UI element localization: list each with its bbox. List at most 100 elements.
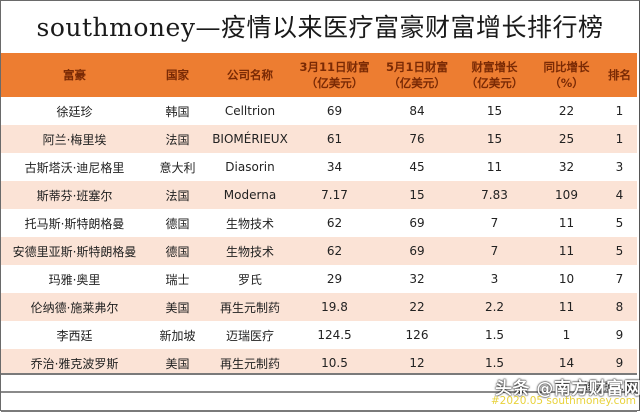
table-row: 乔治·雅克波罗斯 美国 再生元制药 10.5 12 1.5 14 9	[1, 349, 637, 377]
cell-rank: 8	[602, 293, 637, 321]
cell-wealth-growth: 11	[458, 153, 531, 181]
column-header-wealth-may1: 5月1日财富 （亿美元）	[376, 53, 458, 97]
cell-wealth-growth: 1.5	[458, 349, 531, 377]
cell-rank: 1	[602, 125, 637, 153]
cell-growth-pct: 11	[531, 209, 602, 237]
table-row: 阿兰·梅里埃 法国 BIOMÉRIEUX 61 76 15 25 1	[1, 125, 637, 153]
cell-rich-person: 安德里亚斯·斯特朗格曼	[1, 237, 148, 265]
cell-company: 迈瑞医疗	[207, 321, 293, 349]
cell-rich-person: 斯蒂芬·班塞尔	[1, 181, 148, 209]
cell-rich-person: 乔治·雅克波罗斯	[1, 349, 148, 377]
cell-company: Celltrion	[207, 97, 293, 125]
cell-rank: 3	[602, 153, 637, 181]
footer-row-1	[1, 373, 637, 393]
cell-growth-pct: 10	[531, 265, 602, 293]
watermark: 头条 @南方财富网	[495, 379, 640, 399]
column-header-line1: 同比增长	[543, 60, 590, 74]
column-header-line1: 5月1日财富	[385, 60, 448, 74]
column-header-rank: 排名	[602, 53, 637, 97]
column-header-wealth-growth: 财富增长 （亿美元）	[458, 53, 531, 97]
cell-wealth-mar11: 61	[293, 125, 376, 153]
column-header-country: 国家	[148, 53, 207, 97]
cell-rank: 4	[602, 181, 637, 209]
column-header-line1: 富豪	[63, 68, 86, 82]
cell-wealth-mar11: 124.5	[293, 321, 376, 349]
cell-wealth-may1: 69	[376, 209, 458, 237]
cell-growth-pct: 1	[531, 321, 602, 349]
cell-wealth-may1: 84	[376, 97, 458, 125]
cell-company: Moderna	[207, 181, 293, 209]
table-row: 古斯塔沃·迪尼格里 意大利 Diasorin 34 45 11 32 3	[1, 153, 637, 181]
cell-wealth-may1: 76	[376, 125, 458, 153]
cell-wealth-growth: 7	[458, 209, 531, 237]
cell-rank: 9	[602, 321, 637, 349]
cell-wealth-mar11: 62	[293, 237, 376, 265]
cell-wealth-growth: 2.2	[458, 293, 531, 321]
table-row: 伦纳德·施莱弗尔 美国 再生元制药 19.8 22 2.2 11 8	[1, 293, 637, 321]
cell-country: 法国	[148, 181, 207, 209]
table-row: 托马斯·斯特朗格曼 德国 生物技术 62 69 7 11 5	[1, 209, 637, 237]
cell-rich-person: 徐廷珍	[1, 97, 148, 125]
column-header-line2: （亿美元）	[305, 76, 364, 90]
table-row: 安德里亚斯·斯特朗格曼 德国 生物技术 62 69 7 11 5	[1, 237, 637, 265]
column-header-line2: （亿美元）	[388, 76, 446, 90]
cell-company: 再生元制药	[207, 293, 293, 321]
column-header-rich-person: 富豪	[1, 53, 148, 97]
cell-company: 生物技术	[207, 237, 293, 265]
cell-wealth-may1: 45	[376, 153, 458, 181]
column-header-company: 公司名称	[207, 53, 293, 97]
table-row: 玛雅·奥里 瑞士 罗氏 29 32 3 10 7	[1, 265, 637, 293]
cell-wealth-mar11: 69	[293, 97, 376, 125]
cell-rank: 9	[602, 349, 637, 377]
cell-country: 德国	[148, 209, 207, 237]
cell-country: 瑞士	[148, 265, 207, 293]
page-title: southmoney—疫情以来医疗富豪财富增长排行榜	[36, 12, 604, 42]
table-row: 徐廷珍 韩国 Celltrion 69 84 15 22 1	[1, 97, 637, 125]
table-row: 斯蒂芬·班塞尔 法国 Moderna 7.17 15 7.83 109 4	[1, 181, 637, 209]
cell-country: 德国	[148, 237, 207, 265]
cell-rich-person: 李西廷	[1, 321, 148, 349]
source-label: #2020.05 southmoney.com	[490, 395, 636, 407]
cell-rank: 5	[602, 209, 637, 237]
footnote-text: 该数据…而	[584, 382, 634, 393]
cell-country: 新加坡	[148, 321, 207, 349]
cell-wealth-mar11: 7.17	[293, 181, 376, 209]
column-header-line1: 3月11日财富	[299, 60, 370, 74]
column-header-line1: 排名	[608, 68, 631, 82]
column-header-wealth-mar11: 3月11日财富 （亿美元）	[293, 53, 376, 97]
column-header-line1: 公司名称	[227, 68, 273, 82]
cell-growth-pct: 22	[531, 97, 602, 125]
column-header-growth-pct: 同比增长 （%）	[531, 53, 602, 97]
cell-wealth-growth: 15	[458, 125, 531, 153]
cell-company: 再生元制药	[207, 349, 293, 377]
cell-company: Diasorin	[207, 153, 293, 181]
cell-wealth-growth: 1.5	[458, 321, 531, 349]
cell-rich-person: 托马斯·斯特朗格曼	[1, 209, 148, 237]
cell-rank: 7	[602, 265, 637, 293]
column-header-line1: 国家	[166, 68, 189, 82]
cell-wealth-may1: 15	[376, 181, 458, 209]
cell-growth-pct: 25	[531, 125, 602, 153]
cell-country: 意大利	[148, 153, 207, 181]
wealth-ranking-table: 富豪 国家 公司名称 3月11日财富 （亿美元） 5月1日财富 （亿美元） 财富增长 （亿美元）…	[1, 53, 637, 377]
cell-wealth-may1: 32	[376, 265, 458, 293]
cell-wealth-may1: 22	[376, 293, 458, 321]
cell-company: 生物技术	[207, 209, 293, 237]
cell-wealth-mar11: 34	[293, 153, 376, 181]
table-row: 李西廷 新加坡 迈瑞医疗 124.5 126 1.5 1 9	[1, 321, 637, 349]
cell-wealth-growth: 7.83	[458, 181, 531, 209]
column-header-line2: （%）	[549, 76, 584, 90]
column-header-line2: （亿美元）	[465, 76, 524, 90]
cell-growth-pct: 109	[531, 181, 602, 209]
cell-rank: 5	[602, 237, 637, 265]
cell-country: 美国	[148, 349, 207, 377]
cell-country: 法国	[148, 125, 207, 153]
column-header-line1: 财富增长	[471, 60, 518, 74]
cell-rich-person: 古斯塔沃·迪尼格里	[1, 153, 148, 181]
cell-growth-pct: 32	[531, 153, 602, 181]
cell-wealth-growth: 15	[458, 97, 531, 125]
cell-country: 韩国	[148, 97, 207, 125]
cell-wealth-may1: 12	[376, 349, 458, 377]
cell-rich-person: 玛雅·奥里	[1, 265, 148, 293]
cell-wealth-mar11: 62	[293, 209, 376, 237]
